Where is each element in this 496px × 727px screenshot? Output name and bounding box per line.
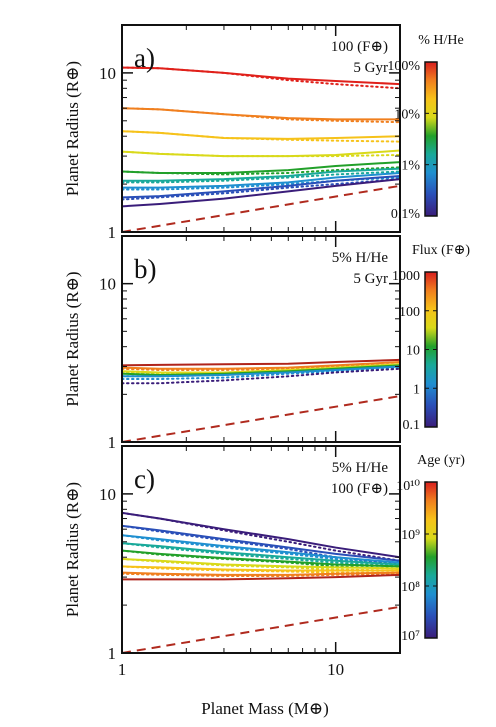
x-tick-label: 1 (118, 660, 127, 679)
series-solid-4 (122, 542, 400, 566)
y-tick-label: 10 (99, 64, 116, 83)
series-solid-9 (122, 573, 400, 581)
colorbar-tick-label: 1 (413, 382, 420, 397)
core-mass-radius-line (122, 184, 400, 232)
panel-annotation: 100 (F⊕) (331, 39, 388, 55)
series-solid-1 (122, 358, 400, 367)
axes-frame (121, 445, 401, 654)
series-solid-6 (122, 557, 400, 570)
series-solid-2 (122, 107, 400, 121)
series-solid-4 (122, 364, 400, 376)
panel-letter: b) (134, 254, 157, 284)
colorbar-tick-label: 1% (401, 159, 420, 174)
y-tick-label: 1 (108, 644, 117, 663)
series-solid-5 (122, 549, 400, 568)
series-solid-7 (122, 565, 400, 572)
series-solid-4 (122, 149, 400, 158)
colorbar-title: % H/He (418, 33, 464, 48)
series-dotted-5 (122, 366, 400, 380)
colorbar-gradient (424, 481, 438, 639)
series-solid-5 (122, 161, 400, 174)
colorbar: % H/He 100% 10% 1% 0.1% (387, 33, 463, 222)
colorbar-gradient (424, 61, 438, 217)
series-solid-9 (122, 178, 400, 208)
plot-area (122, 66, 400, 232)
series-solid-6 (122, 167, 400, 182)
panel-3: 1 10 Planet Radius (R⊕) c) 5% H/He 100 (F⊕) Ag… (63, 445, 465, 663)
colorbar-tick-label: 10⁷ (401, 629, 420, 644)
colorbar-tick-label: 0.1% (391, 207, 421, 222)
panel-letter: a) (134, 43, 155, 73)
panel-annotation: 5% H/He (332, 250, 389, 266)
series-solid-2 (122, 524, 400, 562)
plot-area (122, 511, 400, 653)
panel-annotation: 100 (F⊕) (331, 481, 388, 497)
colorbar: Flux (F⊕) 1000 100 10 1 0.1 (392, 243, 470, 433)
x-axis-label: Planet Mass (M⊕) (201, 699, 329, 718)
colorbar-tick-label: 10⁸ (401, 580, 420, 595)
series-dotted-6 (122, 367, 400, 385)
panel-annotation: 5% H/He (332, 460, 389, 476)
y-tick-label: 1 (108, 223, 117, 242)
series-solid-3 (122, 363, 400, 374)
y-tick-label: 1 (108, 433, 117, 452)
core-mass-radius-line (122, 605, 400, 653)
series-solid-1 (122, 66, 400, 86)
axes-frame (121, 235, 401, 443)
series-solid-1 (122, 511, 400, 559)
series-dotted-6 (122, 170, 400, 184)
series-dotted-8 (122, 572, 400, 577)
series-solid-3 (122, 130, 400, 140)
colorbar-title: Flux (F⊕) (412, 243, 470, 258)
plot-area (122, 358, 400, 442)
panel-annotation: 5 Gyr (353, 271, 388, 287)
panel-letter: c) (134, 464, 155, 494)
axes-frame (121, 24, 401, 233)
series-dotted-3 (122, 534, 400, 567)
y-axis-label: Planet Radius (R⊕) (63, 271, 82, 406)
colorbar-tick-label: 100 (399, 305, 420, 320)
colorbar: Age (yr) 10¹⁰ 10⁹ 10⁸ 10⁷ (396, 453, 465, 644)
colorbar-tick-label: 10% (394, 107, 420, 122)
y-axis-label: Planet Radius (R⊕) (63, 61, 82, 196)
colorbar-title: Age (yr) (417, 453, 465, 468)
series-dotted-8 (122, 178, 400, 201)
colorbar-tick-label: 10⁹ (401, 528, 420, 543)
x-tick-label: 10 (327, 660, 344, 679)
colorbar-tick-label: 10 (406, 344, 420, 359)
colorbar-tick-label: 1000 (392, 269, 420, 284)
y-axis-label: Planet Radius (R⊕) (63, 482, 82, 617)
colorbar-tick-label: 10¹⁰ (396, 479, 420, 494)
series-solid-8 (122, 174, 400, 199)
core-mass-radius-line (122, 395, 400, 442)
y-tick-label: 10 (99, 275, 116, 294)
panel-annotation: 5 Gyr (353, 60, 388, 76)
colorbar-tick-label: 100% (387, 59, 420, 74)
series-dotted-4 (122, 542, 400, 568)
y-tick-label: 10 (99, 485, 116, 504)
series-solid-7 (122, 171, 400, 189)
series-solid-5 (122, 365, 400, 378)
series-solid-8 (122, 571, 400, 576)
colorbar-tick-label: 0.1 (403, 418, 421, 433)
series-solid-2 (122, 361, 400, 370)
series-solid-3 (122, 534, 400, 564)
